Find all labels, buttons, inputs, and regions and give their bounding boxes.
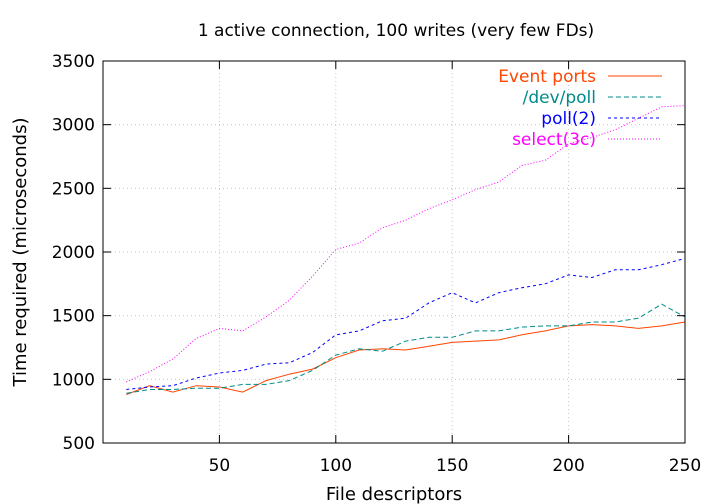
y-tick-label: 1500 [52, 307, 95, 327]
legend-label: /dev/poll [523, 88, 596, 108]
x-tick-label: 150 [436, 456, 468, 476]
x-tick-label: 100 [320, 456, 352, 476]
series-line-dev-poll [126, 303, 686, 394]
axis-ticks: 500 1000 1500 2000 2500 3000 3500 50 100 150 200 25… [52, 52, 701, 476]
y-tick-label: 2000 [52, 243, 95, 263]
x-tick-label: 50 [209, 456, 231, 476]
y-axis-title: Time required (microseconds) [10, 118, 31, 388]
y-tick-label: 1000 [52, 370, 95, 390]
x-axis-title: File descriptors [326, 484, 462, 504]
series-line-poll-2 [126, 257, 686, 390]
x-tick-label: 250 [669, 456, 701, 476]
legend-label: poll(2) [541, 109, 596, 129]
legend-label: Event ports [498, 67, 596, 87]
chart-title: 1 active connection, 100 writes (very fe… [198, 21, 594, 41]
x-tick-label: 200 [552, 456, 584, 476]
y-tick-label: 2500 [52, 179, 95, 199]
grid [103, 61, 685, 443]
series-line-select-3c [126, 105, 686, 383]
series-line-event-ports [126, 321, 686, 396]
plot-frame [102, 60, 686, 444]
y-tick-label: 500 [63, 434, 95, 454]
y-tick-label: 3000 [52, 116, 95, 136]
series-lines [126, 105, 686, 396]
y-tick-label: 3500 [52, 52, 95, 72]
legend-label: select(3c) [512, 130, 596, 150]
